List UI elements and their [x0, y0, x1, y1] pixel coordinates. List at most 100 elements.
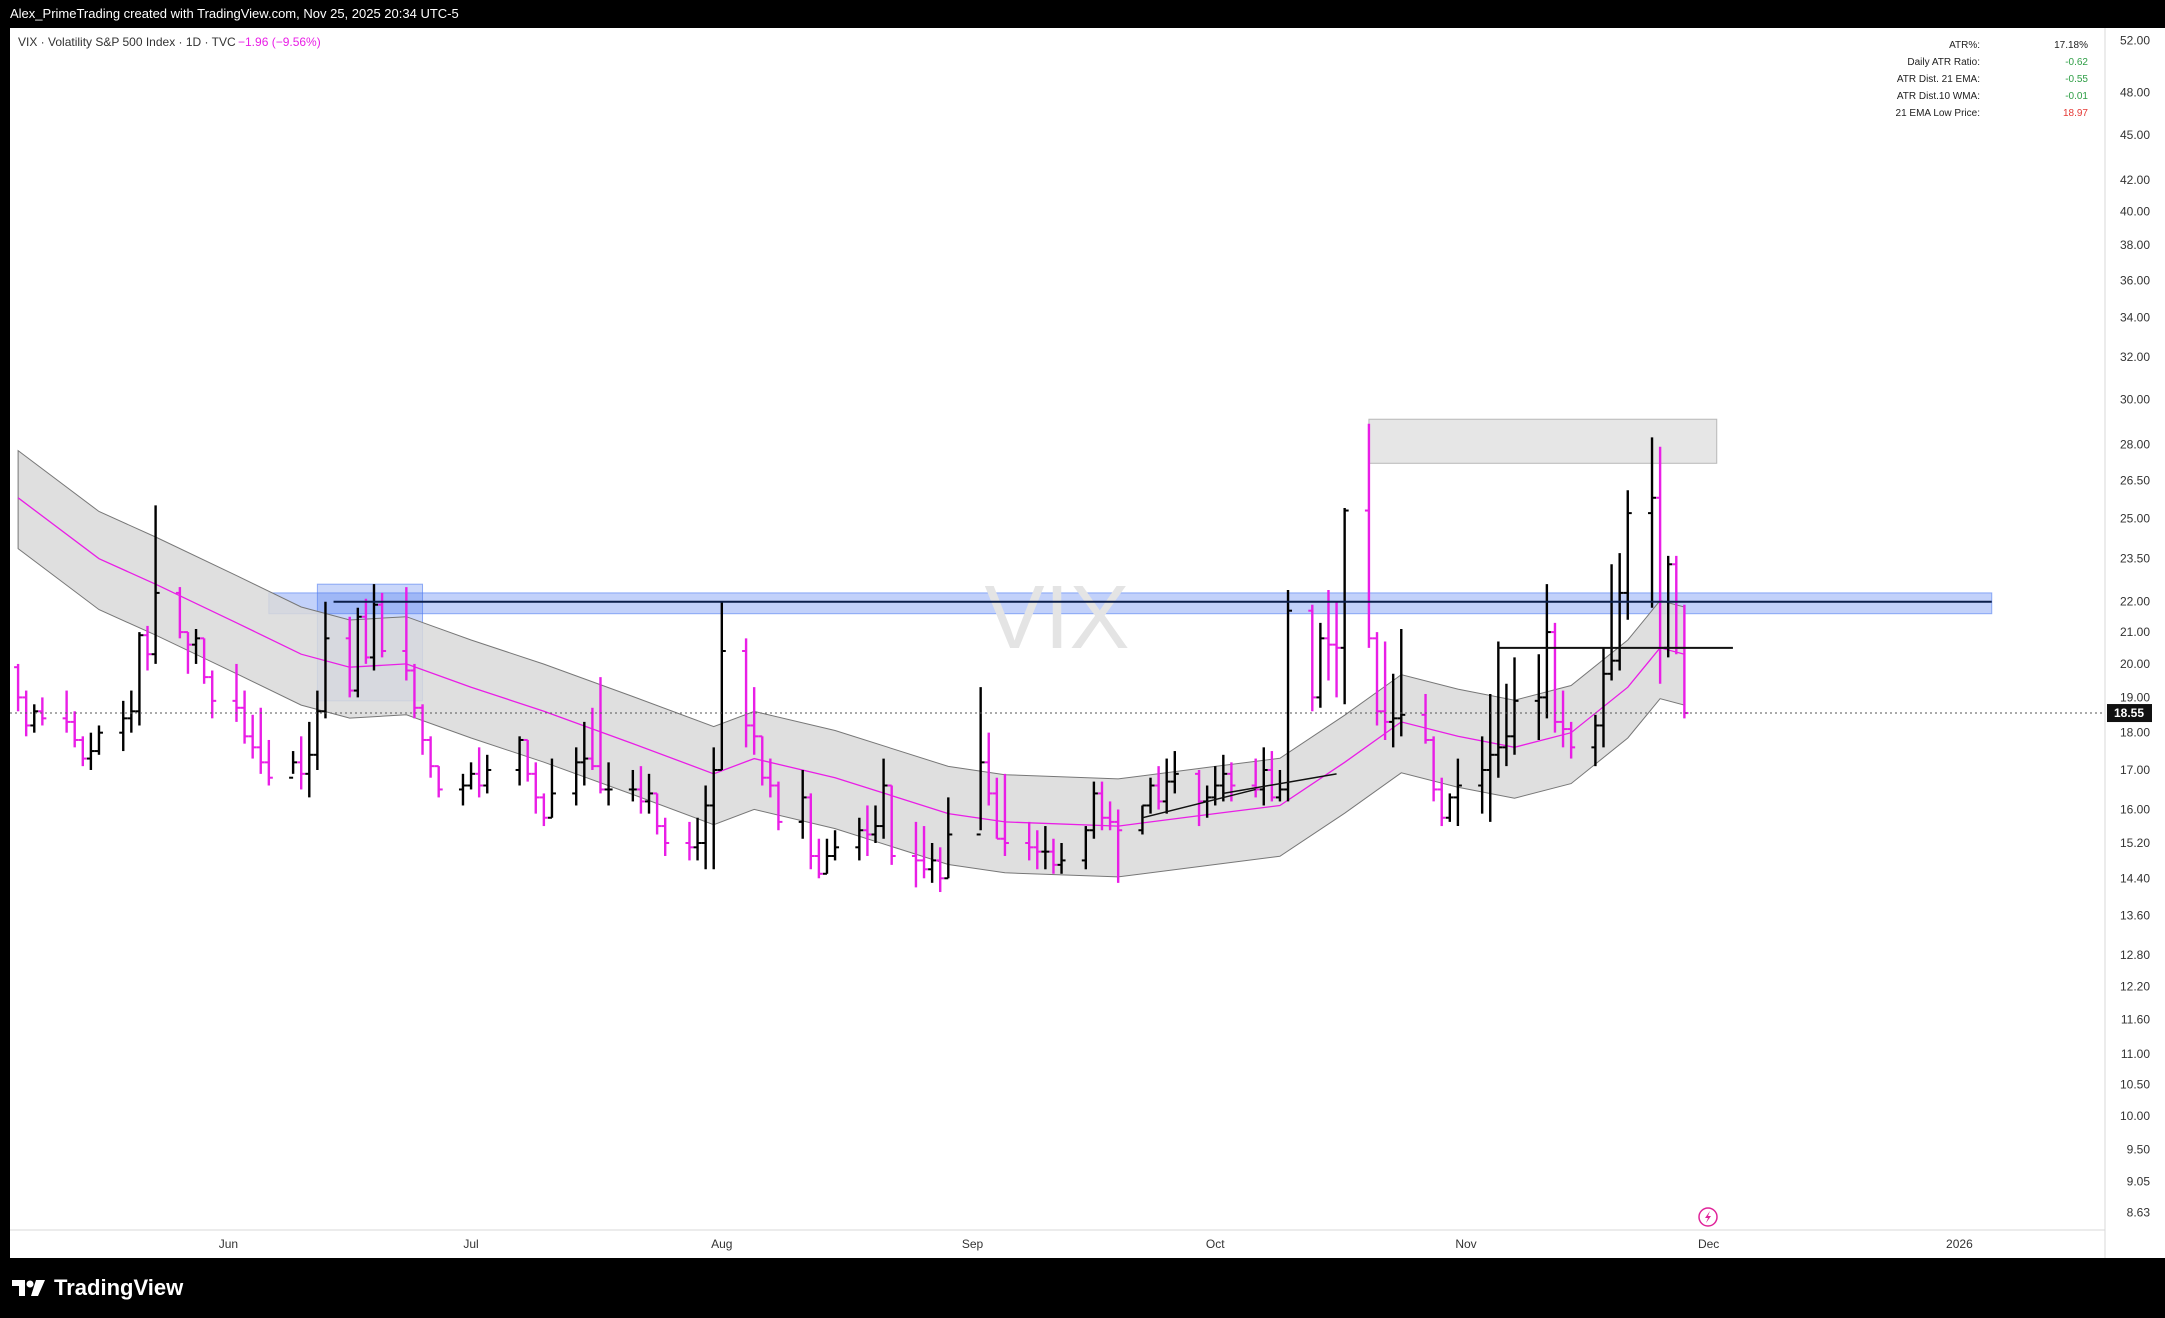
last-price-marker: 18.55: [10, 704, 2152, 723]
ohlc-bar: [1389, 673, 1398, 748]
footer-bar: TradingView: [0, 1258, 2165, 1318]
ohlc-bar: [175, 587, 184, 639]
brand-logo[interactable]: TradingView: [12, 1275, 183, 1301]
y-axis-ticks[interactable]: 52.00 48.00 45.00 42.00 40.00 38.00 36.00 34.00…: [2120, 33, 2150, 1219]
legend-change: −1.96 (−9.56%): [238, 35, 321, 49]
y-tick-label: 15.20: [2120, 836, 2150, 850]
ohlc-bar: [1591, 714, 1600, 767]
ohlc-bar: [766, 758, 775, 798]
y-tick-label: 18.00: [2120, 726, 2150, 740]
x-tick-label: Dec: [1698, 1237, 1719, 1251]
ohlc-bar: [1364, 423, 1373, 648]
ohlc-bar: [928, 843, 937, 883]
ohlc-bar: [628, 769, 637, 802]
chart-area[interactable]: VIX Jun Jul Aug Sep Oct Nov Dec 2026 52.00 48.00…: [10, 28, 2165, 1258]
ohlc-bar: [361, 598, 370, 664]
ohlc-bar: [547, 758, 556, 819]
ohlc-bar: [1332, 601, 1341, 698]
x-tick-label: Jul: [463, 1237, 478, 1251]
ohlc-bar: [1437, 777, 1446, 827]
ohlc-bar: [1162, 758, 1171, 814]
ohlc-bar: [1615, 553, 1624, 671]
stat-value: -0.55: [2065, 74, 2088, 85]
ohlc-bar: [183, 631, 192, 674]
ohlc-bar: [831, 830, 840, 861]
ohlc-bar: [1607, 564, 1616, 681]
last-price-tag: [2107, 704, 2152, 723]
y-tick-label: 20.00: [2120, 657, 2150, 671]
legend: VIX · Volatility S&P 500 Index · 1D · TV…: [18, 35, 321, 49]
ohlc-bar: [709, 747, 718, 870]
ohlc-bar: [135, 632, 144, 726]
ohlc-bar: [515, 736, 524, 786]
ohlc-bar: [321, 601, 330, 719]
y-tick-label: 21.00: [2120, 625, 2150, 639]
ohlc-bar: [774, 781, 783, 831]
x-tick-label: Nov: [1455, 1237, 1476, 1251]
x-tick-label: Oct: [1206, 1237, 1225, 1251]
stat-value: 17.18%: [2054, 40, 2088, 51]
ohlc-bar: [143, 625, 152, 671]
y-tick-label: 14.40: [2120, 871, 2150, 885]
ohlc-bar: [345, 616, 354, 698]
stat-label: 21 EMA Low Price:: [1896, 108, 1980, 119]
ohlc-bar: [264, 739, 273, 786]
ohlc-bar: [1275, 769, 1284, 802]
ohlc-bar: [887, 784, 896, 865]
ohlc-bar: [944, 797, 953, 880]
ohlc-bar: [70, 711, 79, 748]
ohlc-bar: [353, 607, 362, 698]
x-tick-label: Jun: [219, 1237, 238, 1251]
ohlc-bar: [94, 725, 103, 755]
ohlc-bar: [911, 821, 920, 888]
ohlc-bar: [256, 707, 265, 774]
ohlc-bar: [1381, 641, 1390, 740]
y-tick-label: 11.60: [2121, 1012, 2150, 1026]
lightning-icon[interactable]: [1698, 1207, 1718, 1227]
symbol-watermark: VIX: [984, 568, 1129, 668]
x-axis-ticks[interactable]: Jun Jul Aug Sep Oct Nov Dec 2026: [219, 1237, 1973, 1251]
author-credit: Alex_PrimeTrading created with TradingVi…: [10, 6, 459, 21]
ohlc-bar: [1373, 632, 1382, 726]
y-tick-label: 12.20: [2120, 979, 2150, 993]
resistance-zone-blue: [268, 592, 1993, 615]
annotation-lines: [333, 600, 1992, 819]
ohlc-bar: [1154, 766, 1163, 810]
ohlc-bar: [30, 704, 39, 733]
stat-label: ATR Dist.10 WMA:: [1897, 91, 1980, 102]
stat-value: -0.62: [2065, 57, 2088, 68]
ohlc-bar: [1478, 736, 1487, 814]
y-tick-label: 32.00: [2120, 350, 2150, 364]
y-tick-label: 9.50: [2127, 1143, 2151, 1157]
ohlc-bar: [467, 762, 476, 790]
ohlc-bar: [62, 690, 71, 733]
ohlc-bar: [86, 732, 95, 770]
ohlc-bar: [1146, 777, 1155, 814]
y-tick-label: 45.00: [2120, 128, 2150, 142]
ohlc-bar: [1445, 793, 1454, 822]
ohlc-bar: [1316, 622, 1325, 708]
ohlc-bar: [1267, 751, 1276, 802]
ohlc-bar: [248, 714, 257, 759]
x-tick-label: Sep: [962, 1237, 984, 1251]
ohlc-bar: [984, 732, 993, 806]
ohlc-bar: [305, 721, 314, 798]
ohlc-bar: [1138, 804, 1147, 835]
ohlc-bar: [297, 736, 306, 790]
ohlc-bar: [1429, 736, 1438, 802]
ohlc-bar: [645, 773, 654, 814]
ohlc-bar: [742, 638, 751, 748]
ohlc-bar: [240, 690, 249, 744]
brand-name: TradingView: [54, 1275, 184, 1300]
ohlc-bar: [871, 805, 880, 844]
y-tick-label: 12.80: [2120, 948, 2150, 962]
ohlc-bar: [1057, 843, 1066, 874]
y-tick-label: 25.00: [2120, 511, 2150, 525]
ohlc-bar: [822, 838, 831, 875]
ohlc-bar: [1219, 754, 1228, 802]
ohlc-bar: [434, 765, 443, 798]
ohlc-bar: [1284, 589, 1293, 802]
x-tick-label: Aug: [711, 1237, 732, 1251]
ohlc-bar: [992, 777, 1001, 840]
